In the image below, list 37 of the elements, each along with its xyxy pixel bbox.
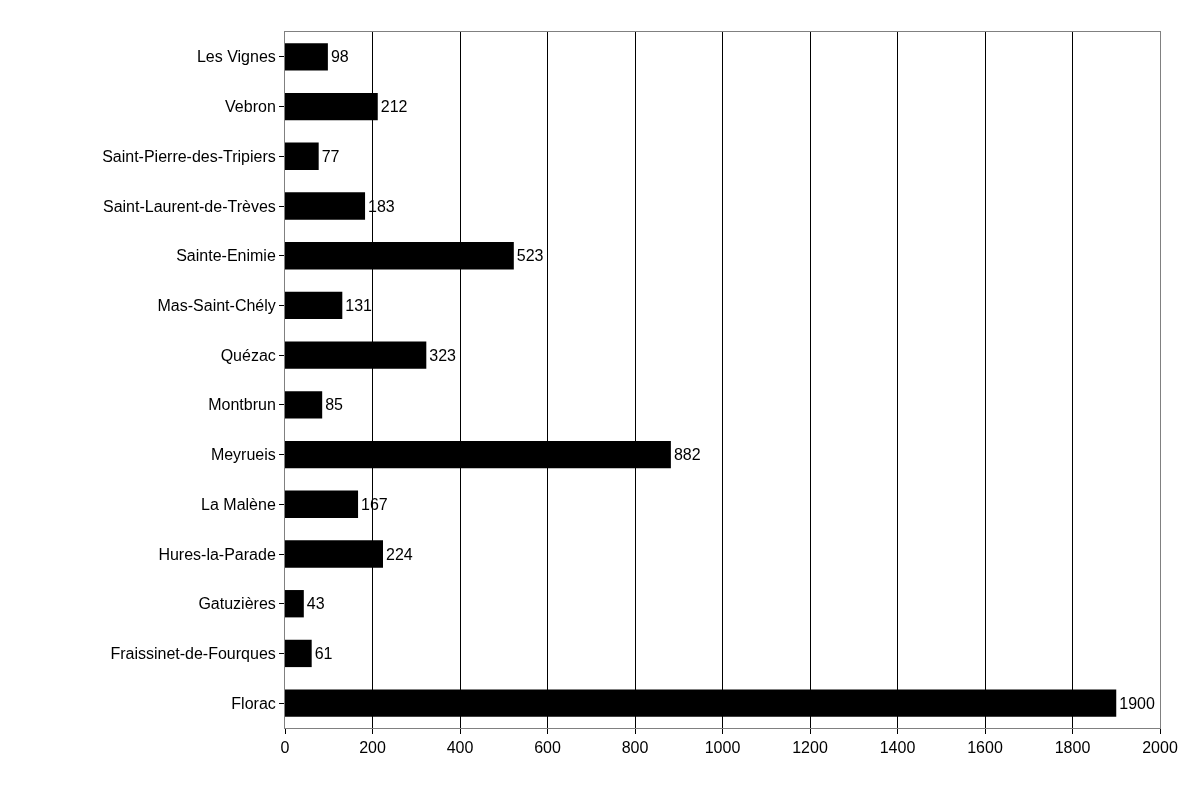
- data-label: 43: [306, 595, 325, 613]
- y-tick-label: Saint-Pierre-des-Tripiers: [102, 147, 276, 165]
- x-tick-label: 1000: [704, 739, 741, 757]
- y-tick-label: Sainte-Enimie: [176, 247, 276, 265]
- y-tick-label: Saint-Laurent-de-Trèves: [102, 197, 276, 215]
- data-label: 98: [330, 48, 349, 66]
- y-tick-label: Vebron: [225, 98, 276, 116]
- data-label: 212: [380, 98, 408, 116]
- x-tick-label: 600: [534, 739, 561, 757]
- y-tick-label: Hures-la-Parade: [158, 545, 276, 563]
- x-tick-label: 1800: [1054, 739, 1091, 757]
- y-tick-label: Montbrun: [208, 396, 276, 414]
- data-label: 523: [516, 247, 544, 265]
- y-tick-label: Meyrueis: [210, 446, 276, 464]
- x-tick-label: 400: [446, 739, 474, 757]
- x-tick-label: 2000: [1142, 739, 1178, 757]
- x-tick-label: 0: [280, 739, 290, 757]
- y-tick-label: Quézac: [220, 346, 276, 364]
- x-tick-label: 800: [621, 739, 649, 757]
- y-tick-label: Mas-Saint-Chély: [157, 297, 276, 315]
- data-label: 61: [314, 644, 333, 662]
- y-tick-label: Fraissinet-de-Fourques: [110, 645, 276, 663]
- x-tick-label: 200: [359, 739, 386, 757]
- data-label: 224: [386, 545, 413, 563]
- data-label: 77: [321, 147, 340, 165]
- x-tick-label: 1400: [879, 739, 916, 757]
- y-tick-label: Gatuzières: [198, 595, 276, 613]
- data-label: 1900: [1119, 694, 1155, 712]
- x-tick-label: 1600: [967, 739, 1003, 757]
- y-tick-label: La Malène: [201, 495, 276, 513]
- data-label: 323: [429, 346, 457, 364]
- data-label: 131: [345, 296, 373, 314]
- data-label: 85: [325, 396, 344, 414]
- y-tick-label: Les Vignes: [196, 48, 276, 66]
- y-tick-label: Florac: [231, 694, 276, 712]
- data-label: 882: [673, 446, 701, 464]
- x-tick-label: 1200: [792, 739, 828, 757]
